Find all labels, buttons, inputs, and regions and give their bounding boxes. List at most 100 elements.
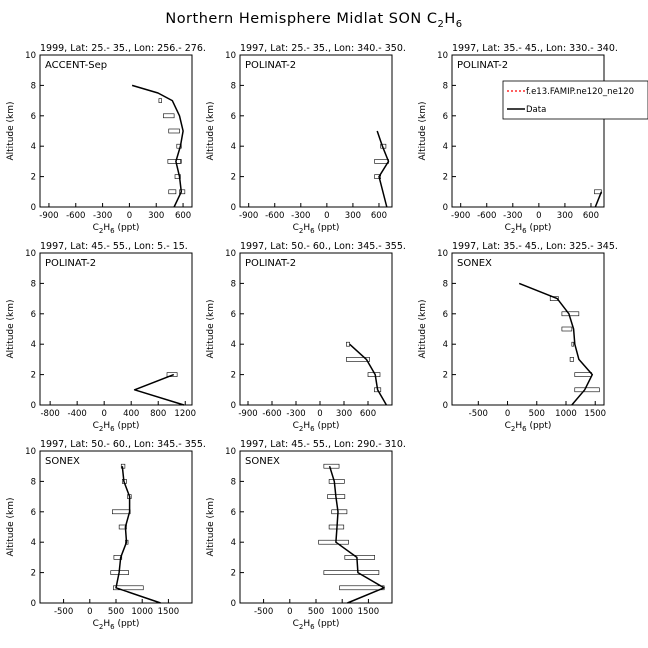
x-axis-label: C2H6 (ppt): [293, 421, 340, 433]
panel-header: 1997, Lat: 45.- 55., Lon: 5.- 15.: [40, 241, 188, 252]
x-tick-label: -300: [503, 211, 522, 221]
panel-1: 1999, Lat: 25.- 35., Lon: 256.- 276. 0 2 4 6…: [6, 43, 206, 235]
y-tick-label: 10: [225, 447, 236, 457]
y-axis-label: Altitude (km): [418, 101, 428, 160]
x-tick-label: -900: [39, 211, 58, 221]
panel-header: 1997, Lat: 50.- 60., Lon: 345.- 355.: [40, 439, 206, 450]
y-tick-label: 0: [443, 401, 448, 411]
x-tick-label: -800: [40, 409, 59, 419]
x-tick-label: 500: [108, 607, 124, 617]
range-box: [374, 174, 382, 179]
x-tick-label: -900: [239, 211, 258, 221]
range-box: [318, 539, 349, 545]
panel-header: 1999, Lat: 25.- 35., Lon: 256.- 276.: [40, 43, 206, 54]
campaign-label: POLINAT-2: [245, 60, 296, 71]
campaign-label: SONEX: [457, 258, 492, 269]
range-box: [163, 113, 175, 119]
y-tick-label: 4: [231, 142, 236, 152]
x-tick-label: 300: [148, 211, 164, 221]
data-profile-line: [349, 343, 388, 406]
x-tick-label: 600: [583, 211, 599, 221]
panel-3: 1997, Lat: 35.- 45., Lon: 330.- 340. 0 2 4 6…: [418, 43, 648, 235]
y-tick-label: 4: [443, 142, 448, 152]
y-tick-label: 2: [31, 173, 36, 183]
y-tick-label: 4: [31, 340, 36, 350]
x-axis-label: C2H6 (ppt): [293, 619, 340, 631]
x-axis-label: C2H6 (ppt): [293, 223, 340, 235]
x-tick-label: 600: [175, 211, 191, 221]
range-box: [331, 509, 348, 515]
y-axis-label: Altitude (km): [206, 299, 216, 358]
x-tick-label: 300: [557, 211, 573, 221]
data-profile-line: [328, 465, 385, 604]
y-tick-label: 6: [443, 310, 448, 320]
campaign-label: ACCENT-Sep: [45, 60, 107, 71]
x-axis-label: C2H6 (ppt): [505, 223, 552, 235]
plot-frame: [451, 54, 605, 208]
range-box: [561, 326, 573, 332]
x-tick-label: -500: [254, 607, 273, 617]
range-box: [323, 570, 380, 575]
range-box: [113, 555, 123, 560]
x-tick-label: -900: [451, 211, 470, 221]
y-tick-label: 4: [231, 340, 236, 350]
y-tick-label: 6: [231, 508, 236, 518]
x-tick-label: 1000: [131, 607, 153, 617]
y-axis-label: Altitude (km): [206, 497, 216, 556]
y-tick-label: 0: [231, 203, 236, 213]
y-tick-label: 10: [25, 249, 36, 259]
range-box: [569, 357, 574, 362]
y-tick-label: 2: [231, 173, 236, 183]
plot-frame: [239, 54, 393, 208]
campaign-label: POLINAT-2: [245, 258, 296, 269]
x-tick-label: 0: [505, 409, 510, 419]
legend: f.e13.FAMIP.ne120_ne120 Data: [502, 80, 648, 120]
x-tick-label: 0: [101, 409, 106, 419]
x-tick-label: 800: [150, 409, 166, 419]
x-tick-label: 300: [336, 409, 352, 419]
x-tick-label: 1500: [158, 607, 180, 617]
y-tick-label: 10: [225, 51, 236, 61]
campaign-label: POLINAT-2: [45, 258, 96, 269]
y-tick-label: 2: [231, 371, 236, 381]
y-tick-label: 2: [443, 173, 448, 183]
range-box: [571, 341, 574, 347]
y-tick-label: 8: [31, 477, 36, 487]
range-box: [328, 479, 345, 484]
x-tick-label: -900: [238, 409, 257, 419]
panel-header: 1997, Lat: 35.- 45., Lon: 330.- 340.: [452, 43, 618, 54]
data-profile-line: [518, 282, 594, 406]
x-tick-label: 300: [345, 211, 361, 221]
y-tick-label: 6: [231, 112, 236, 122]
x-tick-label: -400: [68, 409, 87, 419]
x-tick-label: 500: [308, 607, 324, 617]
y-tick-label: 2: [31, 569, 36, 579]
y-tick-label: 8: [231, 81, 236, 91]
plot-frame: [39, 252, 193, 406]
x-tick-label: -500: [54, 607, 73, 617]
y-tick-label: 0: [231, 401, 236, 411]
x-tick-label: 1000: [555, 409, 577, 419]
y-tick-label: 4: [231, 538, 236, 548]
y-tick-label: 6: [443, 112, 448, 122]
y-tick-label: 6: [231, 310, 236, 320]
y-tick-label: 10: [225, 249, 236, 259]
y-tick-label: 0: [31, 401, 36, 411]
y-tick-label: 10: [437, 51, 448, 61]
range-box: [168, 189, 177, 195]
y-tick-label: 8: [443, 81, 448, 91]
range-box: [167, 159, 181, 164]
x-tick-label: 600: [360, 409, 376, 419]
y-tick-label: 4: [31, 538, 36, 548]
range-box: [166, 372, 178, 377]
x-tick-label: 0: [287, 607, 292, 617]
data-profile-line: [115, 466, 161, 604]
x-tick-label: 600: [371, 211, 387, 221]
y-tick-label: 10: [25, 51, 36, 61]
y-tick-label: 10: [25, 447, 36, 457]
y-tick-label: 0: [443, 203, 448, 213]
legend-data-label: Data: [526, 105, 546, 115]
x-tick-label: 1000: [331, 607, 353, 617]
y-tick-label: 6: [31, 112, 36, 122]
